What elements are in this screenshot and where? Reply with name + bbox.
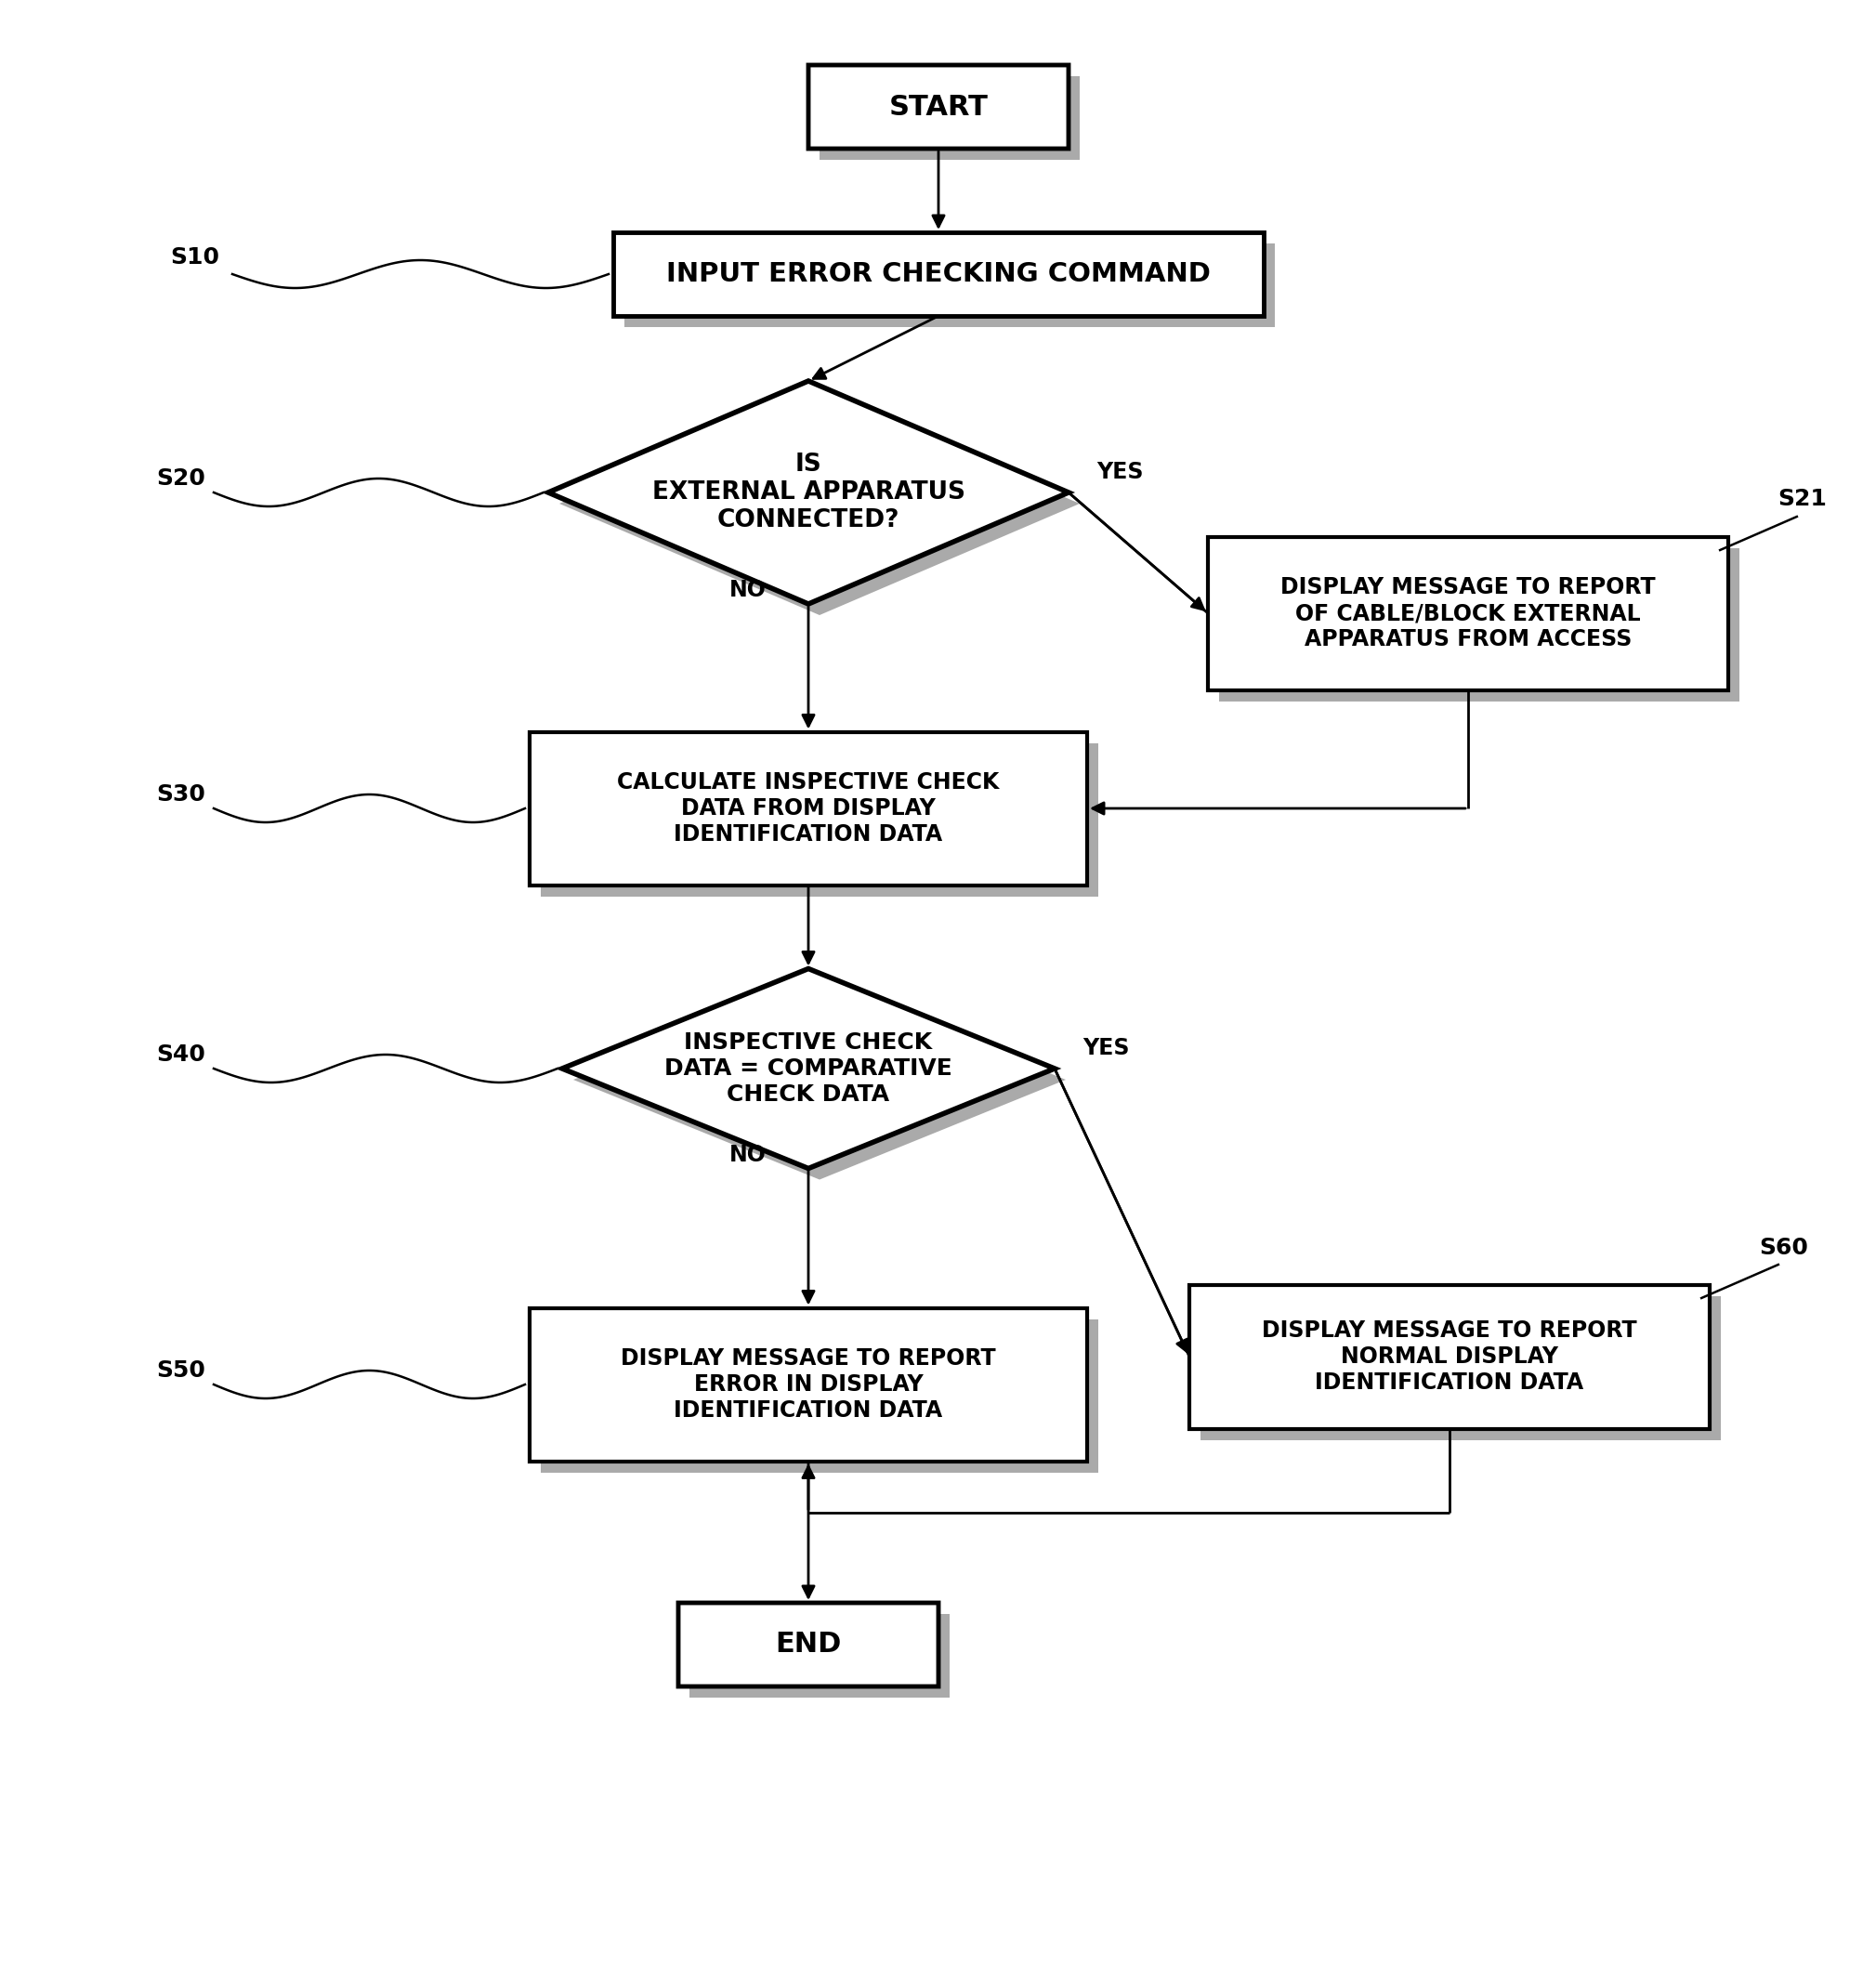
Text: S60: S60: [1760, 1236, 1808, 1258]
Text: S10: S10: [171, 246, 219, 269]
Text: YES: YES: [1082, 1036, 1129, 1060]
Bar: [1219, 549, 1739, 701]
Text: IS
EXTERNAL APPARATUS
CONNECTED?: IS EXTERNAL APPARATUS CONNECTED?: [651, 452, 964, 533]
Bar: [1208, 537, 1728, 689]
Bar: [613, 232, 1264, 315]
Polygon shape: [559, 392, 1081, 616]
Polygon shape: [548, 380, 1069, 604]
Text: S40: S40: [156, 1044, 206, 1066]
Text: S20: S20: [156, 468, 206, 489]
Bar: [1201, 1296, 1720, 1440]
FancyBboxPatch shape: [679, 1603, 938, 1686]
FancyBboxPatch shape: [809, 65, 1069, 149]
Bar: [1189, 1284, 1709, 1428]
Polygon shape: [563, 969, 1054, 1169]
Text: S50: S50: [156, 1359, 206, 1381]
Text: DISPLAY MESSAGE TO REPORT
NORMAL DISPLAY
IDENTIFICATION DATA: DISPLAY MESSAGE TO REPORT NORMAL DISPLAY…: [1263, 1319, 1638, 1393]
Text: S21: S21: [1778, 487, 1827, 511]
Text: DISPLAY MESSAGE TO REPORT
ERROR IN DISPLAY
IDENTIFICATION DATA: DISPLAY MESSAGE TO REPORT ERROR IN DISPL…: [621, 1347, 996, 1422]
FancyBboxPatch shape: [690, 1615, 949, 1698]
Text: INPUT ERROR CHECKING COMMAND: INPUT ERROR CHECKING COMMAND: [666, 261, 1210, 287]
FancyBboxPatch shape: [820, 75, 1081, 160]
Text: CALCULATE INSPECTIVE CHECK
DATA FROM DISPLAY
IDENTIFICATION DATA: CALCULATE INSPECTIVE CHECK DATA FROM DIS…: [617, 771, 1000, 846]
Text: END: END: [775, 1630, 842, 1658]
Text: INSPECTIVE CHECK
DATA = COMPARATIVE
CHECK DATA: INSPECTIVE CHECK DATA = COMPARATIVE CHEC…: [664, 1032, 953, 1105]
Bar: [529, 1307, 1086, 1462]
Text: NO: NO: [730, 578, 767, 600]
Bar: [540, 1319, 1097, 1472]
Polygon shape: [574, 981, 1066, 1179]
Bar: [540, 743, 1097, 895]
Bar: [625, 244, 1276, 327]
Text: DISPLAY MESSAGE TO REPORT
OF CABLE/BLOCK EXTERNAL
APPARATUS FROM ACCESS: DISPLAY MESSAGE TO REPORT OF CABLE/BLOCK…: [1281, 576, 1657, 650]
Text: S30: S30: [156, 782, 206, 806]
Text: NO: NO: [730, 1143, 767, 1165]
Bar: [529, 731, 1086, 886]
Text: YES: YES: [1096, 462, 1142, 483]
Text: START: START: [889, 93, 989, 121]
